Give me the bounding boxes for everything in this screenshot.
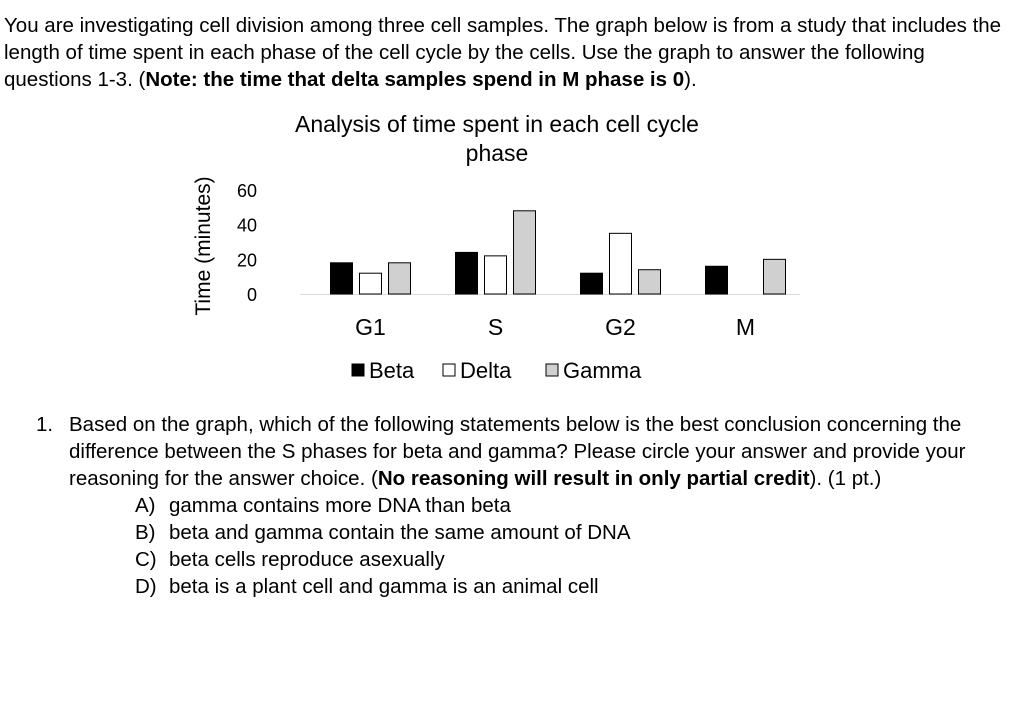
question-text-end: ). (1 pt.) [809, 467, 882, 490]
chart-title: phase [466, 140, 529, 166]
option-text: gamma contains more DNA than beta [169, 494, 511, 517]
legend-swatch-gamma [545, 363, 559, 377]
option-letter: C) [135, 548, 157, 571]
option-letter: D) [135, 575, 157, 598]
option-a[interactable]: A) gamma contains more DNA than beta [135, 492, 1006, 519]
legend-swatch-delta [442, 363, 456, 377]
question-1: 1. Based on the graph, which of the foll… [36, 411, 1006, 600]
y-tick-label: 60 [237, 181, 257, 201]
x-tick-label: G1 [355, 314, 386, 340]
y-tick-label: 40 [237, 216, 257, 236]
chart-svg: Analysis of time spent in each cell cycl… [192, 111, 800, 383]
y-tick-label: 20 [237, 250, 257, 270]
question-text-bold: No reasoning will result in only partial… [377, 467, 810, 490]
option-letter: A) [135, 494, 156, 517]
bar-beta-m [705, 265, 728, 295]
intro-paragraph: You are investigating cell division amon… [4, 12, 1014, 93]
bar-beta-g2 [580, 272, 603, 295]
option-b[interactable]: B) beta and gamma contain the same amoun… [135, 519, 1006, 546]
option-letter: B) [135, 521, 156, 544]
bar-delta-g1 [359, 272, 382, 295]
question-number: 1. [36, 413, 54, 436]
chart-title: Analysis of time spent in each cell cycl… [295, 111, 699, 137]
legend-label: Delta [460, 358, 512, 383]
x-tick-label: G2 [605, 314, 636, 340]
option-text: beta cells reproduce asexually [169, 548, 445, 571]
bar-beta-s [455, 251, 478, 295]
option-c[interactable]: C) beta cells reproduce asexually [135, 546, 1006, 573]
bar-delta-s [484, 255, 507, 295]
legend-label: Beta [369, 358, 415, 383]
intro-text: You are investigating cell division amon… [4, 14, 1002, 91]
y-tick-label: 0 [247, 285, 257, 305]
answer-options: A) gamma contains more DNA than beta B) … [135, 492, 1006, 600]
bar-chart: Analysis of time spent in each cell cycl… [180, 108, 820, 398]
x-tick-label: S [488, 314, 503, 340]
legend-swatch-beta [351, 363, 365, 377]
y-axis-label: Time (minutes) [192, 176, 215, 315]
bar-beta-g1 [330, 262, 353, 295]
legend-label: Gamma [563, 358, 642, 383]
intro-text-end: ). [684, 68, 697, 91]
bar-gamma-g1 [388, 262, 411, 295]
intro-note: Note: the time that delta samples spend … [145, 68, 685, 91]
bar-delta-g2 [609, 232, 632, 295]
question-text-main: Based on the graph, which of the followi… [69, 413, 966, 490]
question-text: Based on the graph, which of the followi… [69, 411, 1006, 492]
option-text: beta is a plant cell and gamma is an ani… [169, 575, 599, 598]
bar-gamma-s [513, 210, 536, 295]
bar-gamma-m [763, 258, 786, 295]
option-text: beta and gamma contain the same amount o… [169, 521, 631, 544]
x-tick-label: M [736, 314, 755, 340]
option-d[interactable]: D) beta is a plant cell and gamma is an … [135, 573, 1006, 600]
bar-gamma-g2 [638, 269, 661, 295]
